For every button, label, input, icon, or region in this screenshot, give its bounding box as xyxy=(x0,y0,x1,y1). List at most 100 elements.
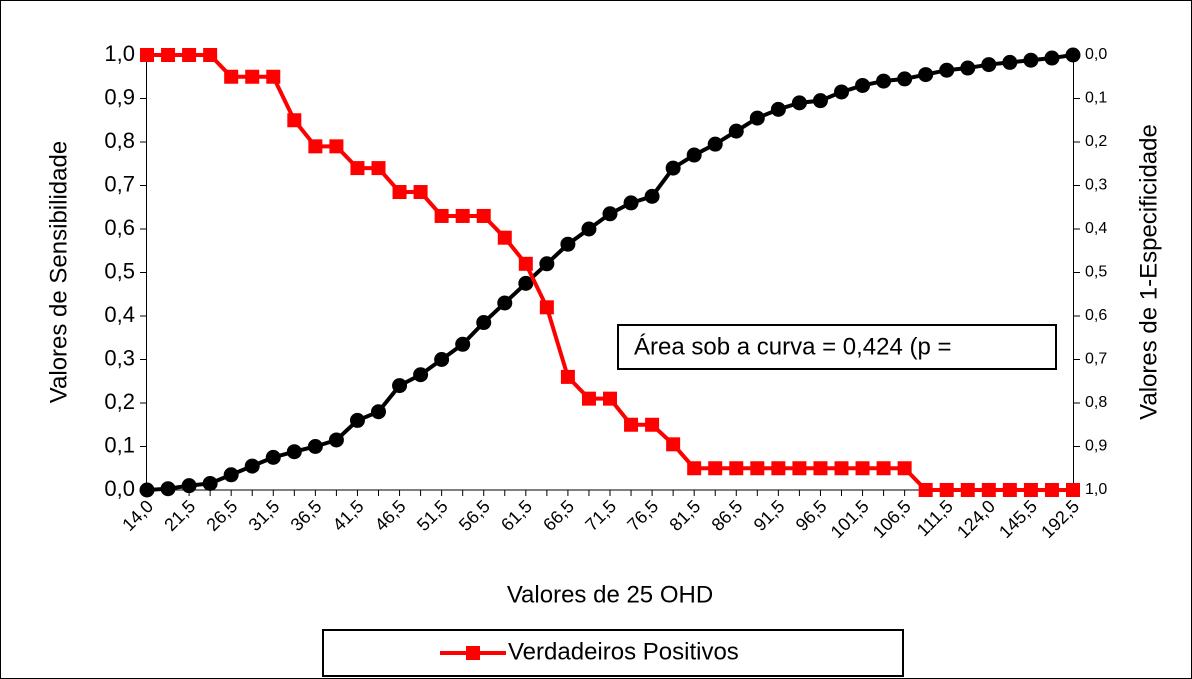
y-tick-label: 0,9 xyxy=(104,84,135,109)
y2-tick-label: 0,6 xyxy=(1085,307,1107,324)
y2-tick-label: 0,7 xyxy=(1085,351,1107,368)
marker xyxy=(666,437,681,452)
marker xyxy=(981,57,997,73)
marker xyxy=(876,73,892,89)
marker xyxy=(623,195,639,211)
marker xyxy=(771,461,786,476)
marker xyxy=(265,449,281,465)
marker xyxy=(560,236,576,252)
marker xyxy=(645,417,660,432)
legend-box xyxy=(322,629,904,677)
marker xyxy=(897,71,913,87)
marker xyxy=(266,69,281,84)
marker xyxy=(223,467,239,483)
y-tick-label: 1,0 xyxy=(104,41,135,66)
marker xyxy=(434,352,450,367)
marker xyxy=(139,482,155,498)
y2-tick-label: 0,2 xyxy=(1085,133,1107,150)
marker xyxy=(687,461,702,476)
marker xyxy=(203,48,218,62)
y-tick-label: 0,5 xyxy=(104,258,135,283)
marker xyxy=(244,458,260,474)
marker xyxy=(371,161,386,176)
marker xyxy=(497,230,512,245)
marker xyxy=(834,461,849,476)
marker xyxy=(960,60,976,76)
marker xyxy=(350,161,365,176)
x-axis-title: Valores de 25 OHD xyxy=(507,581,713,608)
marker xyxy=(581,391,596,406)
marker xyxy=(392,185,407,200)
marker xyxy=(855,77,871,93)
marker xyxy=(140,48,154,62)
marker xyxy=(918,67,934,83)
marker xyxy=(413,367,429,383)
y-tick-label: 0,4 xyxy=(104,302,135,327)
y-tick-label: 0,7 xyxy=(104,171,135,196)
annotation-text: Área sob a curva = 0,424 (p = xyxy=(634,333,952,360)
marker xyxy=(160,481,176,497)
marker xyxy=(960,483,975,497)
annotation: Área sob a curva = 0,424 (p = xyxy=(617,324,1057,370)
marker xyxy=(1023,483,1038,497)
marker xyxy=(202,475,218,491)
marker xyxy=(939,483,954,497)
marker xyxy=(939,62,955,78)
marker xyxy=(791,95,807,111)
marker xyxy=(455,208,470,223)
marker xyxy=(560,369,575,384)
marker xyxy=(813,461,828,476)
y-tick-label: 0,3 xyxy=(104,345,135,370)
y2-tick-label: 0,3 xyxy=(1085,177,1107,194)
marker xyxy=(182,48,197,62)
marker xyxy=(287,113,302,128)
marker xyxy=(624,417,639,432)
marker xyxy=(1066,483,1080,497)
marker xyxy=(770,101,786,117)
marker xyxy=(1002,483,1017,497)
marker xyxy=(1065,47,1081,63)
y2-tick-label: 0,5 xyxy=(1085,264,1107,281)
marker xyxy=(371,404,386,420)
y2-tick-label: 0,9 xyxy=(1085,438,1107,455)
y-axis-title: Valores de Sensibilidade xyxy=(45,141,72,403)
marker xyxy=(455,336,471,352)
marker xyxy=(728,123,744,139)
legend-label: Verdadeiros Positivos xyxy=(508,638,739,665)
y2-tick-label: 0,4 xyxy=(1085,220,1107,237)
y2-axis-title: Valores de 1-Especificidade xyxy=(1135,124,1162,420)
marker xyxy=(834,84,849,100)
marker xyxy=(1044,50,1060,66)
marker xyxy=(434,208,449,223)
marker xyxy=(707,136,723,152)
y-tick-label: 0,0 xyxy=(104,476,135,501)
marker xyxy=(349,412,365,428)
marker xyxy=(245,69,260,84)
marker xyxy=(581,221,597,237)
y2-tick-label: 0,0 xyxy=(1085,46,1107,63)
marker xyxy=(497,295,513,311)
marker xyxy=(708,461,723,476)
marker xyxy=(750,461,765,476)
marker xyxy=(1002,54,1018,70)
marker xyxy=(286,444,302,460)
marker xyxy=(686,147,702,163)
marker xyxy=(539,300,554,315)
marker xyxy=(539,256,555,272)
marker xyxy=(329,139,344,154)
marker xyxy=(1023,52,1039,68)
marker xyxy=(812,93,828,109)
marker xyxy=(644,188,660,204)
marker xyxy=(181,478,197,494)
marker xyxy=(413,185,428,200)
marker xyxy=(392,378,408,394)
y-tick-label: 0,6 xyxy=(104,215,135,240)
y2-tick-label: 0,8 xyxy=(1085,394,1107,411)
marker xyxy=(897,461,912,476)
marker xyxy=(328,432,344,448)
marker xyxy=(308,139,323,154)
marker xyxy=(981,483,996,497)
y-tick-label: 0,8 xyxy=(104,128,135,153)
marker xyxy=(224,69,239,84)
legend-marker xyxy=(466,646,480,660)
